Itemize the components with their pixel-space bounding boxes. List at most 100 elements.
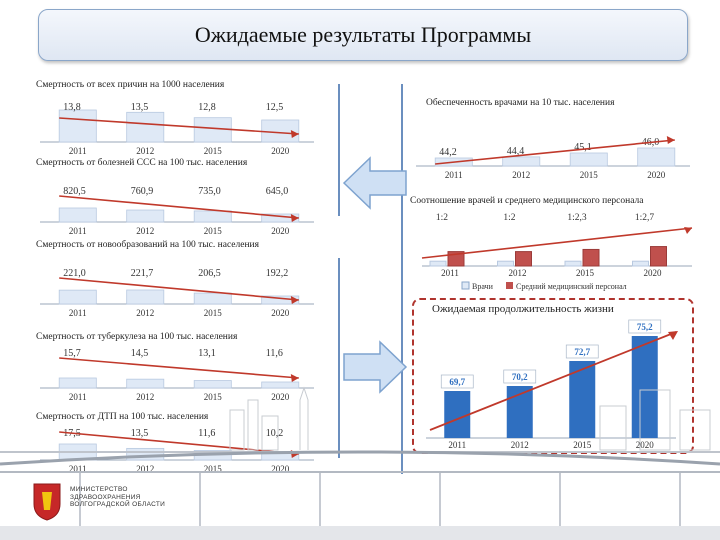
tick-label: 2012: [511, 440, 529, 450]
data-label: 13,1: [198, 348, 216, 359]
trend-line: [435, 139, 675, 165]
chart-title-life-expectancy: Ожидаемая продолжительность жизни: [432, 303, 614, 315]
ministry-name: МИНИСТЕРСТВО ЗДРАВООХРАНЕНИЯ ВОЛГОГРАДСК…: [70, 486, 165, 509]
data-label: 75,2: [637, 322, 653, 332]
tick-label: 2011: [69, 392, 87, 402]
tick-label: 2011: [441, 268, 459, 278]
tick-label: 2020: [271, 226, 290, 236]
data-label: 1:2: [436, 213, 448, 223]
chart-title-all-causes: Смертность от всех причин на 1000 населе…: [36, 80, 225, 90]
trend-line: [59, 117, 299, 135]
trend-arrowhead: [290, 130, 299, 138]
trend-line: [59, 357, 299, 379]
data-label-box: [440, 374, 474, 389]
trend-line: [429, 331, 677, 431]
bar-doctors: [429, 260, 447, 267]
trend-arrowhead: [668, 331, 678, 340]
legend-swatch-doctors: [461, 281, 470, 290]
chart-life-expectancy: 69,7 2011 70,2 2012 72,7 2015 75,2 2020: [426, 319, 678, 450]
bar: [58, 207, 97, 223]
data-label: 760,9: [131, 186, 154, 197]
chart-title-staff-ratio: Соотношение врачей и среднего медицинско…: [410, 196, 644, 206]
chart-cardiovascular: 820,5 2011 760,9 2012 735,0 2015 645,0 2020: [40, 186, 314, 236]
trend-arrowhead: [290, 214, 299, 222]
data-label-box: [628, 319, 662, 334]
data-label: 12,8: [198, 102, 216, 113]
data-label: 735,0: [198, 186, 221, 197]
city-skyline-illustration: [0, 386, 720, 540]
trend-line: [59, 431, 299, 455]
coat-of-arms-logo: [33, 483, 61, 521]
chart-all-causes: 13,8 2011 13,5 2012 12,8 2015 12,5 2020: [40, 102, 314, 156]
bar-nurses: [650, 246, 667, 267]
data-label: 206,5: [198, 268, 221, 279]
bar-nurses: [515, 251, 532, 267]
trend-line: [421, 227, 693, 259]
bar: [58, 377, 97, 389]
tick-label: 2011: [69, 464, 87, 474]
data-label: 11,6: [266, 348, 283, 359]
chart-tuberculosis: 15,7 2011 14,5 2012 13,1 2015 11,6 2020: [40, 348, 314, 402]
data-label: 13,5: [131, 102, 149, 113]
bar: [502, 156, 541, 167]
chart-title-traffic: Смертность от ДТП на 100 тыс. населения: [36, 412, 209, 422]
bar-doctors: [632, 260, 649, 267]
tick-label: 2011: [69, 226, 87, 236]
tick-label: 2015: [580, 170, 599, 180]
bar: [569, 152, 608, 167]
tick-label: 2012: [136, 226, 154, 236]
tick-label: 2012: [509, 268, 527, 278]
data-label: 14,5: [131, 348, 149, 359]
chart-title-doctors-supply: Обеспеченность врачами на 10 тыс. населе…: [426, 98, 615, 108]
trend-line: [59, 277, 299, 301]
tick-label: 2011: [445, 170, 463, 180]
page-title: Ожидаемые результаты Программы: [194, 22, 532, 47]
ministry-line-1: МИНИСТЕРСТВО: [70, 486, 128, 493]
tick-label: 2020: [644, 268, 663, 278]
tick-label: 2012: [136, 392, 154, 402]
data-label: 44,4: [507, 146, 525, 157]
bar: [126, 378, 165, 389]
data-label-box: [565, 344, 599, 359]
tick-label: 2012: [512, 170, 530, 180]
data-label: 72,7: [574, 347, 590, 357]
tick-label: 2015: [204, 308, 223, 318]
data-label: 15,7: [63, 348, 81, 359]
legend-label-nurses: Средний медицинский персонал: [516, 282, 627, 291]
bar: [261, 381, 300, 389]
tick-label: 2020: [647, 170, 666, 180]
tick-label: 2012: [136, 308, 154, 318]
title-banner: Ожидаемые результаты Программы: [38, 9, 688, 61]
bar: [126, 111, 165, 143]
data-label: 1:2,7: [635, 213, 655, 223]
data-label: 1:2: [503, 213, 515, 223]
bar: [569, 361, 596, 438]
data-label: 70,2: [512, 372, 528, 382]
legend-label-doctors: Врачи: [472, 282, 494, 291]
tick-label: 2015: [204, 226, 223, 236]
tick-label: 2015: [204, 464, 223, 474]
data-label: 13,5: [131, 428, 149, 439]
data-label: 11,6: [198, 428, 215, 439]
bar: [637, 147, 676, 167]
bar: [126, 289, 165, 305]
data-label: 221,7: [131, 268, 154, 279]
tick-label: 2015: [204, 146, 223, 156]
arrow-right-icon: [343, 340, 408, 394]
bar-doctors: [564, 260, 582, 267]
bar: [261, 119, 300, 143]
tick-label: 2012: [136, 146, 154, 156]
chart-title-cardiovascular: Смертность от болезней ССС на 100 тыс. н…: [36, 158, 248, 168]
chart-title-tuberculosis: Смертность от туберкулеза на 100 тыс. на…: [36, 332, 238, 342]
data-label: 10,2: [266, 428, 284, 439]
data-label: 69,7: [449, 377, 465, 387]
data-label: 45,1: [574, 142, 592, 153]
tick-label: 2015: [204, 392, 223, 402]
tick-label: 2015: [573, 440, 592, 450]
data-label: 44,2: [439, 147, 457, 158]
tick-label: 2011: [448, 440, 466, 450]
bar: [126, 209, 165, 223]
bar: [193, 210, 232, 223]
trend-line: [59, 195, 299, 219]
